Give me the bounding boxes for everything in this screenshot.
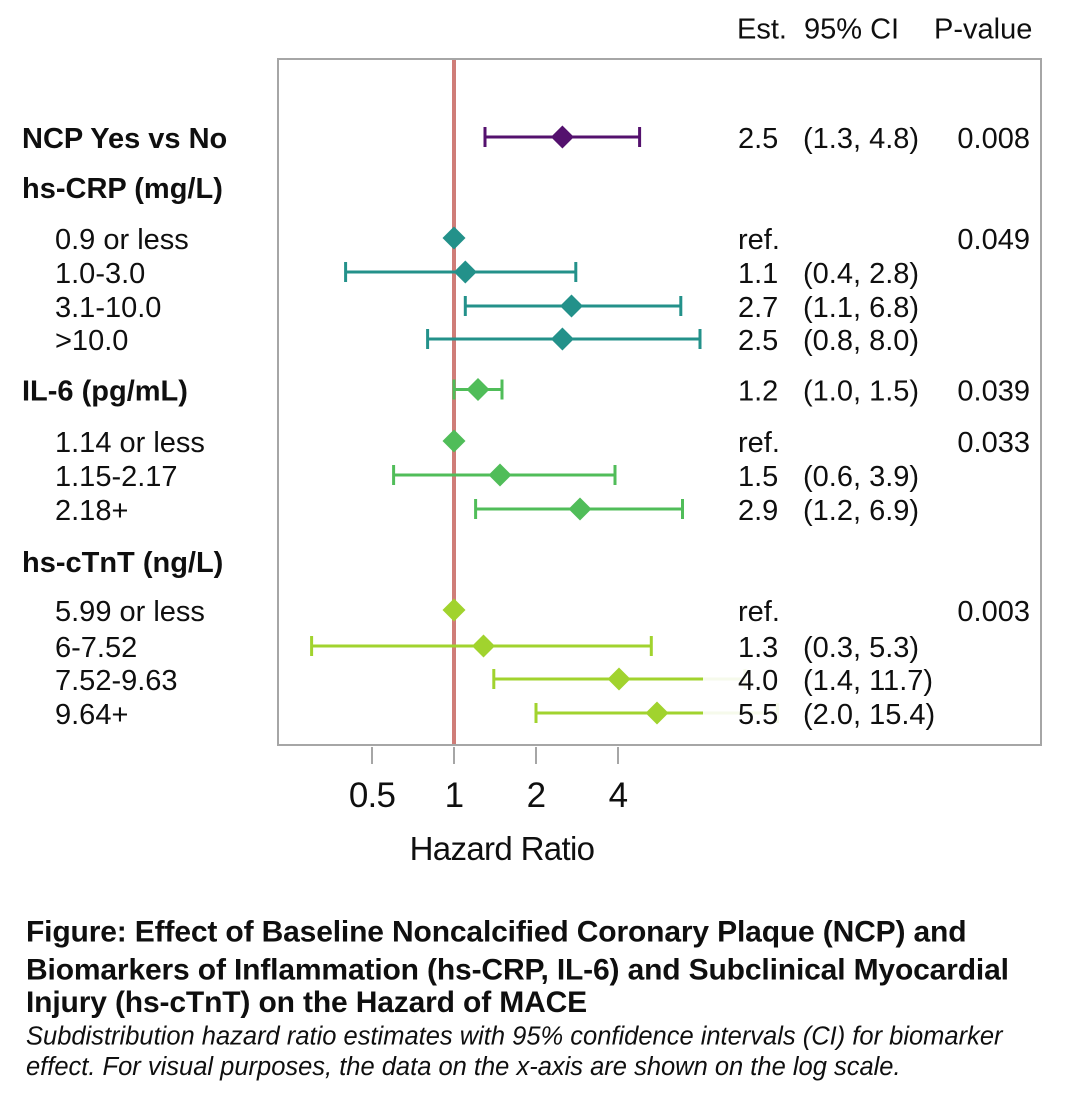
svg-text:1.15-2.17: 1.15-2.17	[55, 461, 178, 493]
svg-text:Injury (hs-cTnT) on the Hazard: Injury (hs-cTnT) on the Hazard of MACE	[26, 986, 587, 1019]
svg-text:0.033: 0.033	[957, 427, 1030, 459]
svg-text:4.0: 4.0	[738, 665, 778, 697]
svg-text:5.99 or less: 5.99 or less	[55, 596, 205, 628]
svg-text:IL-6 (pg/mL): IL-6 (pg/mL)	[22, 376, 188, 408]
svg-text:6-7.52: 6-7.52	[55, 632, 137, 664]
svg-text:95% CI: 95% CI	[804, 14, 899, 46]
svg-text:5.5: 5.5	[738, 699, 778, 731]
svg-text:P-value: P-value	[934, 14, 1032, 46]
svg-text:4: 4	[609, 776, 628, 815]
svg-text:(1.2, 6.9): (1.2, 6.9)	[803, 495, 919, 527]
svg-text:0.008: 0.008	[957, 123, 1030, 155]
svg-text:(0.6, 3.9): (0.6, 3.9)	[803, 461, 919, 493]
svg-text:hs-cTnT (ng/L): hs-cTnT (ng/L)	[22, 547, 223, 579]
svg-text:Est.: Est.	[737, 14, 787, 46]
svg-text:ref.: ref.	[738, 224, 780, 256]
svg-text:1.0-3.0: 1.0-3.0	[55, 258, 145, 290]
svg-text:1: 1	[445, 776, 464, 815]
svg-text:ref.: ref.	[738, 596, 780, 628]
svg-text:1.3: 1.3	[738, 632, 778, 664]
svg-text:(2.0, 15.4): (2.0, 15.4)	[803, 699, 935, 731]
svg-text:2.5: 2.5	[738, 123, 778, 155]
svg-text:9.64+: 9.64+	[55, 699, 128, 731]
svg-text:effect. For visual purposes, t: effect. For visual purposes, the data on…	[26, 1053, 901, 1081]
svg-text:2.9: 2.9	[738, 495, 778, 527]
svg-text:(1.1, 6.8): (1.1, 6.8)	[803, 292, 919, 324]
svg-text:>10.0: >10.0	[55, 325, 128, 357]
svg-text:Biomarkers of Inflammation (hs: Biomarkers of Inflammation (hs-CRP, IL-6…	[26, 954, 1009, 987]
svg-text:0.003: 0.003	[957, 596, 1030, 628]
svg-text:0.9 or less: 0.9 or less	[55, 224, 189, 256]
svg-text:0.5: 0.5	[349, 776, 395, 815]
svg-text:0.049: 0.049	[957, 224, 1030, 256]
svg-text:Figure: Effect of Baseline Non: Figure: Effect of Baseline Noncalcified …	[26, 916, 966, 949]
svg-text:2.7: 2.7	[738, 292, 778, 324]
svg-text:(1.0, 1.5): (1.0, 1.5)	[803, 376, 919, 408]
svg-text:hs-CRP (mg/L): hs-CRP (mg/L)	[22, 173, 223, 205]
svg-text:2: 2	[527, 776, 546, 815]
svg-text:0.039: 0.039	[957, 376, 1030, 408]
svg-text:1.5: 1.5	[738, 461, 778, 493]
svg-text:Hazard Ratio: Hazard Ratio	[410, 830, 595, 867]
svg-text:2.5: 2.5	[738, 325, 778, 357]
svg-text:(0.4, 2.8): (0.4, 2.8)	[803, 258, 919, 290]
svg-text:Subdistribution hazard ratio e: Subdistribution hazard ratio estimates w…	[26, 1023, 1004, 1051]
svg-text:2.18+: 2.18+	[55, 495, 128, 527]
svg-text:7.52-9.63: 7.52-9.63	[55, 665, 178, 697]
svg-text:ref.: ref.	[738, 427, 780, 459]
svg-text:(1.3, 4.8): (1.3, 4.8)	[803, 123, 919, 155]
svg-text:1.14 or less: 1.14 or less	[55, 427, 205, 459]
svg-text:1.1: 1.1	[738, 258, 778, 290]
svg-text:1.2: 1.2	[738, 376, 778, 408]
svg-text:NCP Yes vs No: NCP Yes vs No	[22, 123, 227, 155]
svg-text:(0.8, 8.0): (0.8, 8.0)	[803, 325, 919, 357]
svg-text:3.1-10.0: 3.1-10.0	[55, 292, 161, 324]
svg-text:(0.3, 5.3): (0.3, 5.3)	[803, 632, 919, 664]
svg-text:(1.4, 11.7): (1.4, 11.7)	[803, 665, 933, 697]
